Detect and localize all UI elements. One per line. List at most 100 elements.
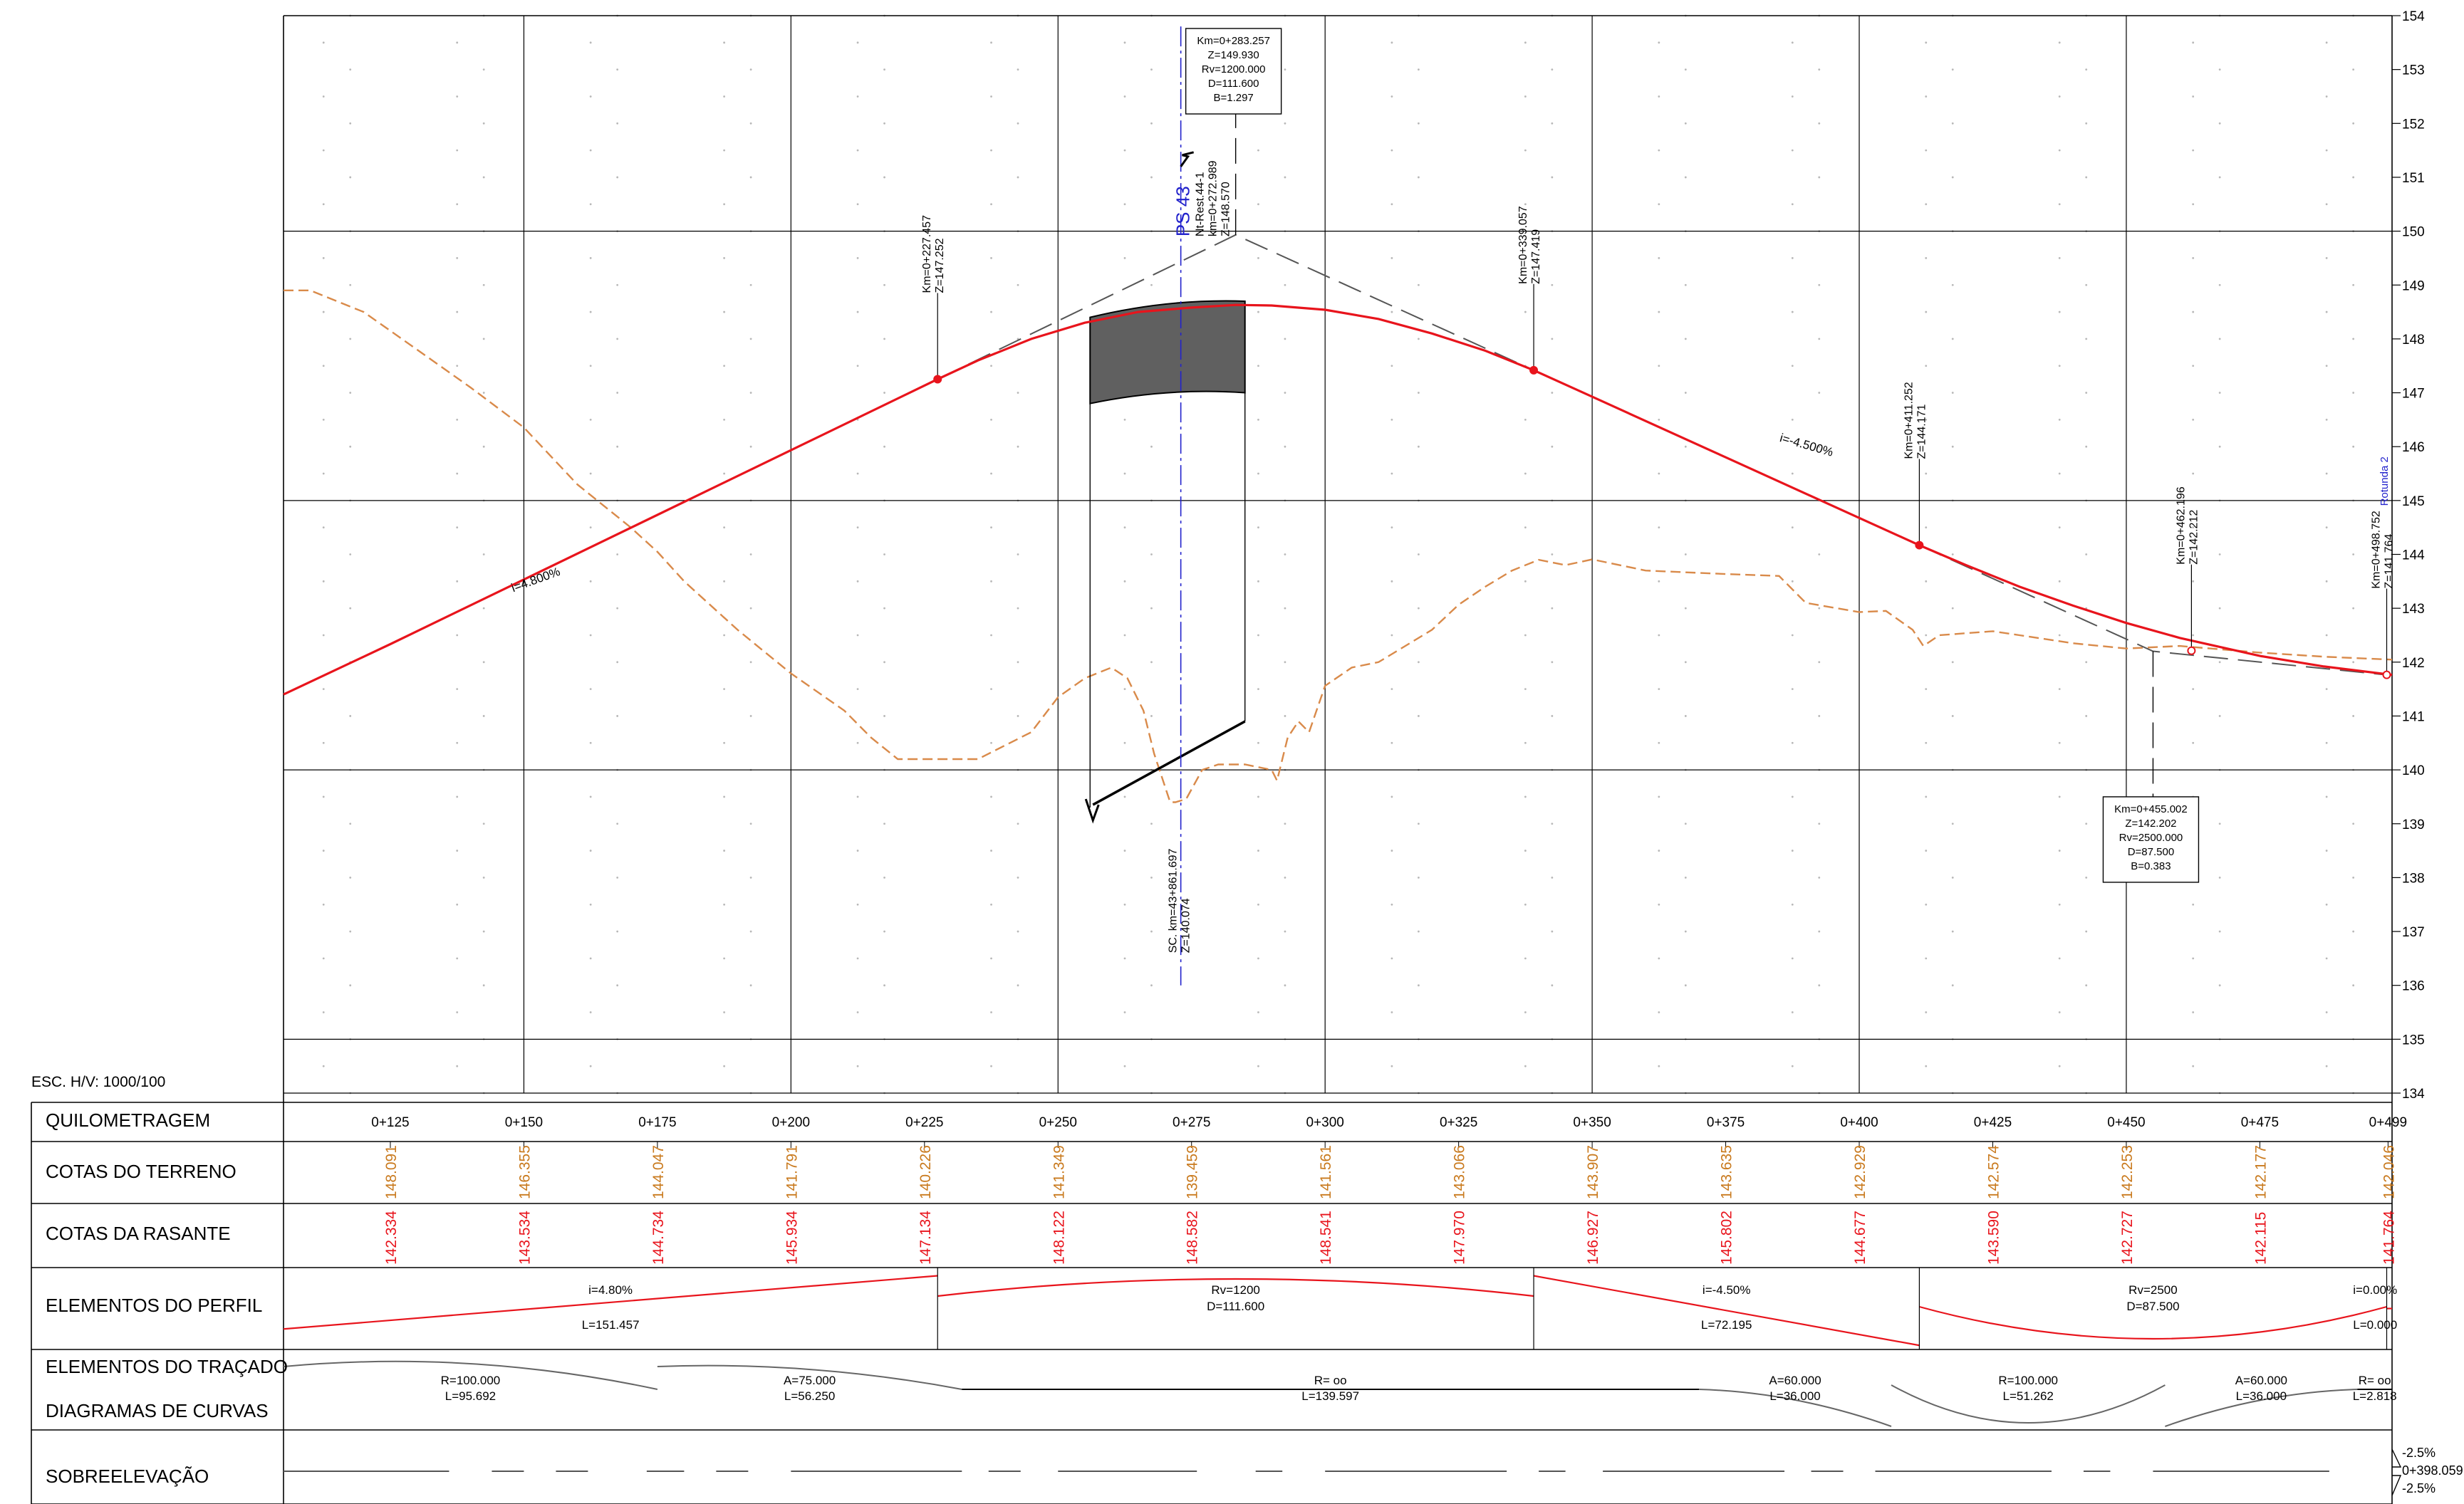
grid-dot (456, 41, 459, 44)
grid-dot (856, 95, 859, 98)
grid-dot (322, 365, 325, 367)
grid-dot (456, 741, 459, 744)
structure-name: PS 43 (1173, 186, 1194, 236)
grade-value: 145.934 (784, 1211, 800, 1265)
grade-value: 144.677 (1852, 1211, 1868, 1265)
row-label-tracado: ELEMENTOS DO TRAÇADO (46, 1356, 288, 1377)
grid-dot (2058, 795, 2061, 798)
terrain-value: 139.459 (1185, 1145, 1201, 1199)
grid-dot (1791, 1065, 1794, 1067)
grid-dot (2192, 149, 2195, 152)
grid-dot (322, 850, 325, 852)
perfil-bottom-label: L=151.457 (582, 1318, 640, 1332)
marker-label: Km=0+227.457 (921, 215, 933, 293)
grid-dot (1951, 930, 1954, 933)
grid-dot (2218, 283, 2221, 286)
grid-dot (456, 957, 459, 960)
y-tick-label: 142 (2402, 656, 2425, 671)
grid-dot (1925, 310, 1928, 313)
grid-dot (883, 930, 885, 933)
marker-label: Z=147.252 (934, 238, 946, 293)
grid-dot (1684, 392, 1687, 394)
grid-dot (723, 741, 726, 744)
grid-dot (1123, 41, 1126, 44)
grid-dot (2325, 1011, 2328, 1013)
grid-dot (1257, 741, 1259, 744)
grid-dot (456, 418, 459, 421)
grid-dot (856, 257, 859, 259)
grid-dot (883, 822, 885, 825)
grid-dot (1123, 526, 1126, 529)
grid-dot (1684, 176, 1687, 179)
station-label: 0+375 (1707, 1115, 1745, 1130)
grid-dot (2058, 688, 2061, 691)
tracado-bottom-label: L=56.250 (784, 1389, 835, 1403)
grid-dot (990, 580, 992, 583)
grid-dot (2085, 283, 2088, 286)
grid-dot (482, 984, 485, 987)
grid-dot (456, 903, 459, 906)
tracado-element-line (2165, 1389, 2358, 1427)
grid-dot (589, 1011, 592, 1013)
grid-dot (1684, 661, 1687, 664)
terrain-value: 144.047 (650, 1145, 667, 1199)
grid-dot (1951, 122, 1954, 125)
grid-dot (2058, 903, 2061, 906)
grid-dot (456, 1011, 459, 1013)
grid-dot (2352, 445, 2355, 448)
grade-value: 148.582 (1185, 1211, 1201, 1265)
grid-dot (1684, 715, 1687, 717)
row-label-quilometragem: QUILOMETRAGEM (46, 1109, 210, 1131)
y-tick-label: 143 (2402, 602, 2425, 617)
grid-dot (1257, 580, 1259, 583)
grid-dot (990, 310, 992, 313)
grid-dot (1818, 984, 1821, 987)
grid-dot (1390, 41, 1393, 44)
grid-dot (883, 877, 885, 879)
grid-dot (1791, 688, 1794, 691)
grid-dot (456, 365, 459, 367)
grid-dot (2325, 472, 2328, 475)
grid-dot (1925, 526, 1928, 529)
perfil-element-line (283, 1275, 938, 1330)
grid-dot (1684, 984, 1687, 987)
perfil-top-label: i=4.80% (588, 1283, 633, 1297)
grid-dot (1123, 1065, 1126, 1067)
grid-dot (883, 715, 885, 717)
y-tick-label: 149 (2402, 278, 2425, 293)
grid-dot (1150, 553, 1153, 555)
grid-dot (349, 984, 352, 987)
grid-dot (1551, 283, 1554, 286)
y-tick-label: 137 (2402, 925, 2425, 940)
grid-dot (482, 445, 485, 448)
grid-dot (1951, 715, 1954, 717)
grid-dot (589, 365, 592, 367)
grid-dot (1257, 472, 1259, 475)
grid-dot (2085, 984, 2088, 987)
perfil-bottom-label: L=0.000 (2353, 1318, 2397, 1332)
grid-dot (1123, 903, 1126, 906)
grid-dot (616, 607, 619, 610)
grade-value: 143.590 (1985, 1211, 2002, 1265)
grid-dot (1150, 715, 1153, 717)
grid-dot (2218, 176, 2221, 179)
grid-dot (1658, 903, 1660, 906)
grid-dot (990, 741, 992, 744)
grid-dot (1257, 1011, 1259, 1013)
y-tick-label: 150 (2402, 225, 2425, 240)
grid-dot (1150, 445, 1153, 448)
grid-dot (1284, 122, 1286, 125)
grid-dot (1818, 68, 1821, 71)
grid-dot (1390, 365, 1393, 367)
perfil-top-label: Rv=1200 (1211, 1283, 1260, 1297)
grade-value: 141.764 (2381, 1211, 2397, 1265)
grid-dot (1123, 149, 1126, 152)
grid-dot (1257, 957, 1259, 960)
grid-dot (1284, 553, 1286, 555)
grid-dot (349, 553, 352, 555)
grid-dot (1791, 741, 1794, 744)
grid-dot (1017, 877, 1019, 879)
grid-dot (322, 526, 325, 529)
grid-dot (883, 68, 885, 71)
grid-dot (1017, 822, 1019, 825)
